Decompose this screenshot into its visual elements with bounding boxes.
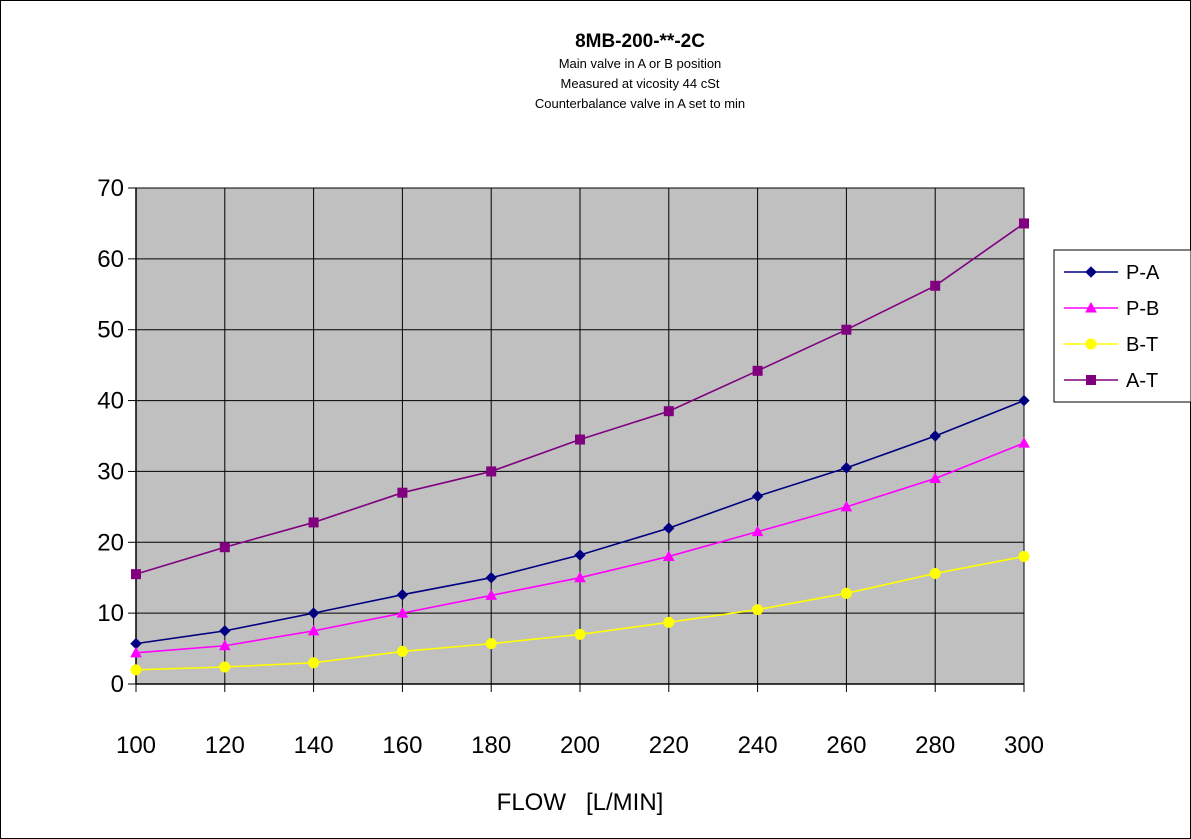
- x-axis-title: FLOW [L/MIN]: [497, 789, 664, 816]
- y-tick-label: 0: [111, 671, 124, 698]
- data-point-b-t: [219, 661, 231, 673]
- data-point-b-t: [929, 567, 941, 579]
- data-point-p-a: [751, 490, 764, 502]
- data-point-a-t: [131, 569, 141, 580]
- x-tick-label: 180: [471, 732, 511, 759]
- y-tick-label: 30: [97, 458, 124, 485]
- x-tick-label: 240: [738, 732, 778, 759]
- data-point-b-t: [574, 628, 586, 640]
- x-tick-label: 260: [826, 732, 866, 759]
- chart-subtitle-3: Counterbalance valve in A set to min: [534, 96, 746, 111]
- data-point-p-a: [485, 572, 497, 584]
- x-tick-label: 300: [1004, 732, 1044, 759]
- data-point-p-a: [574, 549, 586, 561]
- data-point-p-a: [840, 462, 853, 474]
- y-tick-label: 70: [97, 175, 124, 202]
- x-tick-label: 280: [915, 732, 955, 759]
- chart-title-block: 8MB-200-**-2C Main valve in A or B posit…: [380, 30, 900, 114]
- data-point-a-t: [308, 517, 319, 528]
- axes-group: 0 10 20 30 40 50 60 70 100 120 140 160 180 200 220 240 2…: [97, 175, 1044, 759]
- data-point-p-a: [396, 589, 409, 601]
- data-point-b-t: [1018, 550, 1030, 562]
- data-point-p-b: [396, 607, 409, 618]
- data-point-p-b: [130, 646, 142, 658]
- legend-label-b-t: B-T: [1126, 334, 1158, 356]
- legend-swatch-marker-a-t: [1086, 375, 1096, 385]
- data-point-b-t: [840, 587, 852, 599]
- data-point-a-t: [575, 434, 585, 445]
- x-tick-label: 160: [382, 732, 422, 759]
- y-tick-label: 20: [97, 529, 124, 556]
- data-point-p-b: [574, 571, 586, 583]
- data-point-b-t: [308, 657, 320, 669]
- data-point-a-t: [486, 466, 497, 477]
- data-point-p-a: [929, 430, 941, 442]
- data-point-p-a: [663, 522, 675, 534]
- chart-subtitle-2: Measured at vicosity 44 cSt: [560, 76, 720, 91]
- data-point-p-b: [662, 550, 675, 561]
- y-tick-label: 10: [97, 600, 124, 627]
- data-point-a-t: [752, 365, 763, 376]
- y-tick-label: 40: [97, 388, 124, 415]
- data-point-b-t: [663, 616, 675, 628]
- data-point-p-b: [485, 589, 498, 600]
- data-point-b-t: [130, 664, 142, 676]
- legend: P-A P-B B-T A-T: [1053, 249, 1191, 403]
- legend-label-a-t: A-T: [1126, 370, 1158, 392]
- data-point-a-t: [663, 406, 674, 417]
- data-point-a-t: [397, 487, 408, 498]
- data-point-p-a: [219, 625, 231, 637]
- data-point-b-t: [752, 604, 764, 616]
- legend-swatch-marker-p-b: [1085, 301, 1097, 313]
- data-point-p-b: [929, 472, 942, 484]
- x-tick-label: 100: [116, 732, 156, 759]
- chart-title: 8MB-200-**-2C: [575, 31, 705, 52]
- data-point-a-t: [219, 542, 230, 553]
- data-point-a-t: [1019, 218, 1029, 229]
- data-point-b-t: [396, 645, 408, 657]
- series-group: [130, 218, 1030, 676]
- data-point-p-b: [751, 525, 764, 537]
- legend-swatch-marker-b-t: [1085, 338, 1097, 350]
- data-point-b-t: [485, 638, 497, 650]
- data-point-p-b: [218, 639, 231, 651]
- data-point-a-t: [930, 280, 941, 291]
- legend-label-p-a: P-A: [1126, 262, 1160, 284]
- x-tick-label: 140: [294, 732, 334, 759]
- legend-swatch-marker-p-a: [1085, 266, 1097, 278]
- data-point-a-t: [841, 324, 852, 335]
- x-tick-label: 200: [560, 732, 600, 759]
- chart-subtitle-1: Main valve in A or B position: [558, 56, 722, 71]
- legend-box: [1053, 249, 1191, 403]
- data-point-p-b: [307, 624, 320, 636]
- x-tick-label: 220: [649, 732, 689, 759]
- y-tick-label: 60: [97, 246, 124, 273]
- x-tick-label: 120: [205, 732, 245, 759]
- data-point-p-a: [307, 607, 320, 619]
- legend-label-p-b: P-B: [1126, 298, 1159, 320]
- data-point-p-a: [1018, 394, 1030, 407]
- data-point-p-b: [840, 500, 853, 512]
- y-tick-label: 50: [97, 317, 124, 344]
- data-point-p-b: [1018, 437, 1030, 448]
